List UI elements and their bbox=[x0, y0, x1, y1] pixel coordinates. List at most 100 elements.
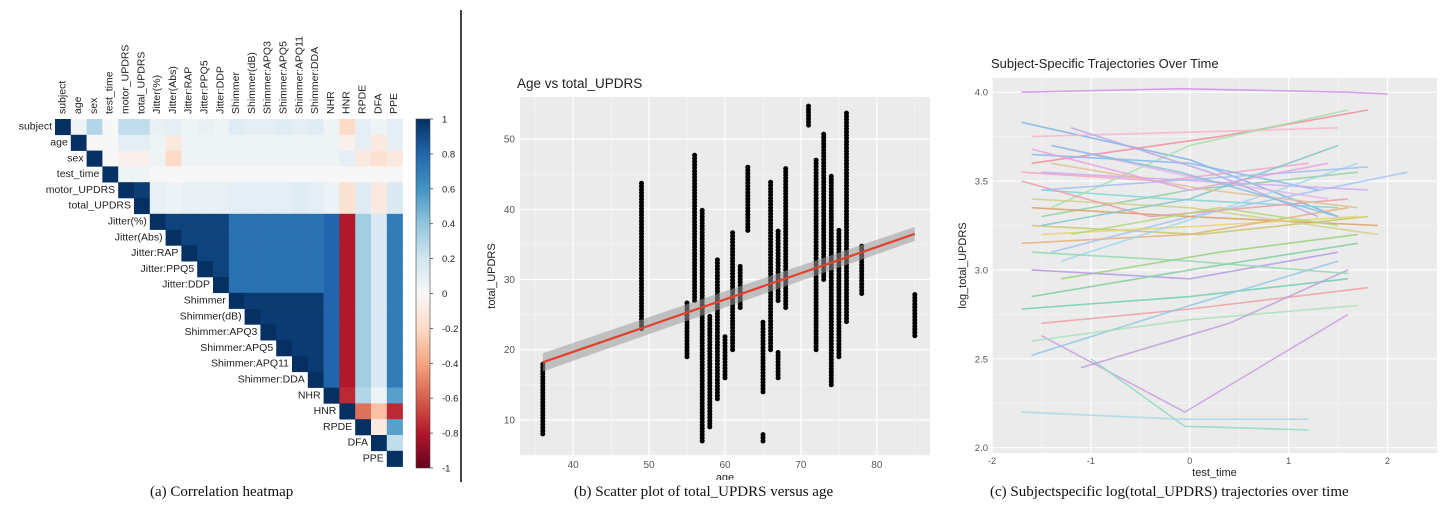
heatmap-cell bbox=[355, 340, 372, 357]
y-tick-label: 40 bbox=[504, 205, 516, 216]
row-label: sex bbox=[67, 152, 84, 164]
data-point bbox=[707, 313, 713, 319]
heatmap-cell bbox=[292, 245, 309, 262]
heatmap-cell bbox=[307, 134, 324, 151]
data-point bbox=[775, 350, 781, 355]
heatmap-cell bbox=[323, 150, 340, 167]
heatmap-cell bbox=[307, 371, 324, 388]
heatmap-cell bbox=[276, 308, 293, 325]
heatmap-cell bbox=[70, 119, 87, 136]
heatmap-cell bbox=[355, 292, 372, 309]
heatmap-cell bbox=[386, 213, 403, 230]
heatmap-cell bbox=[386, 356, 403, 373]
row-label: Jitter:DDP bbox=[162, 279, 210, 291]
heatmap-cell bbox=[386, 198, 403, 215]
column-label: total_UPDRS bbox=[135, 52, 147, 114]
column-label: Jitter:DDP bbox=[214, 66, 226, 114]
heatmap-cell bbox=[244, 292, 261, 309]
heatmap-cell bbox=[386, 182, 403, 199]
x-tick-label: 80 bbox=[871, 460, 883, 471]
heatmap-cell bbox=[244, 308, 261, 325]
heatmap-cell bbox=[355, 387, 372, 404]
row-label: DFA bbox=[348, 437, 368, 449]
row-label: Shimmer:DDA bbox=[238, 374, 305, 386]
y-tick-label: 30 bbox=[504, 275, 516, 286]
heatmap-cell bbox=[355, 261, 372, 278]
heatmap-cell bbox=[181, 150, 198, 167]
row-label: Jitter(%) bbox=[108, 216, 147, 228]
heatmap-cell bbox=[386, 292, 403, 309]
heatmap-cell bbox=[371, 229, 388, 246]
y-tick-label: 4.0 bbox=[975, 88, 988, 99]
heatmap-cell bbox=[276, 292, 293, 309]
heatmap-cell bbox=[276, 119, 293, 136]
column-label: NHR bbox=[325, 91, 337, 114]
data-point bbox=[737, 264, 743, 269]
heatmap-cell bbox=[244, 229, 261, 246]
column-label: Shimmer:APQ3 bbox=[262, 41, 274, 114]
heatmap-cell bbox=[228, 134, 245, 151]
heatmap-cell bbox=[260, 277, 277, 294]
heatmap-cell bbox=[307, 245, 324, 262]
heatmap-cell bbox=[339, 198, 356, 215]
data-point bbox=[828, 173, 834, 179]
heatmap-cell bbox=[371, 277, 388, 294]
heatmap-cell bbox=[181, 134, 198, 151]
heatmap-cell bbox=[371, 435, 388, 452]
heatmap-cell bbox=[276, 261, 293, 278]
heatmap-cell bbox=[307, 261, 324, 278]
row-label: subject bbox=[19, 121, 52, 133]
trajectory-panel: -2 -1 0 1 2 2.0 2.5 3.0 3.5 4.0 Subject-Specific T… bbox=[950, 0, 1446, 515]
x-tick-label: 60 bbox=[719, 460, 731, 471]
heatmap-cell bbox=[102, 134, 119, 151]
heatmap-cell bbox=[228, 213, 245, 230]
colorbar-tick-label: 0 bbox=[442, 289, 447, 300]
column-label: motor_UPDRS bbox=[120, 45, 132, 114]
trajectory-line bbox=[1061, 233, 1359, 280]
heatmap-cell bbox=[213, 245, 230, 262]
y-tick-label: 2.5 bbox=[975, 354, 988, 365]
data-point bbox=[639, 180, 644, 186]
trajectory-line bbox=[1021, 206, 1349, 245]
heatmap-cell bbox=[339, 150, 356, 167]
trajectory-line bbox=[1041, 171, 1368, 191]
heatmap-cell bbox=[307, 182, 324, 199]
heatmap-cell bbox=[355, 134, 372, 151]
correlation-heatmap: subjectsubjectageagesexsextest_timetest_… bbox=[19, 36, 459, 475]
y-tick-label: 3.5 bbox=[975, 177, 988, 188]
heatmap-cell bbox=[339, 356, 356, 373]
heatmap-cell bbox=[197, 213, 214, 230]
data-point bbox=[821, 131, 827, 137]
data-point bbox=[912, 292, 918, 298]
heatmap-cell bbox=[197, 134, 214, 151]
heatmap-cell bbox=[371, 261, 388, 278]
heatmap-cell bbox=[386, 261, 403, 278]
trajectory-line bbox=[1021, 87, 1388, 95]
heatmap-cell bbox=[118, 134, 135, 151]
heatmap-cell bbox=[371, 308, 388, 325]
caption-c: (c) Subjectspecific log(total_UPDRS) tra… bbox=[990, 484, 1349, 500]
colorbar-tick-label: 1 bbox=[442, 115, 447, 126]
heatmap-cell bbox=[213, 213, 230, 230]
heatmap-cell bbox=[149, 166, 166, 183]
heatmap-cell bbox=[213, 261, 230, 278]
heatmap-cell bbox=[197, 119, 214, 136]
heatmap-cell bbox=[339, 308, 356, 325]
trajectory-plot: -2 -1 0 1 2 2.0 2.5 3.0 3.5 4.0 Subject-Specific T… bbox=[957, 56, 1438, 479]
heatmap-cell bbox=[276, 150, 293, 167]
caption-b: (b) Scatter plot of total_UPDRS versus a… bbox=[574, 484, 834, 500]
trajectory-line bbox=[1051, 162, 1358, 209]
column-label: Jitter:PPQ5 bbox=[199, 60, 211, 114]
heatmap-cell bbox=[292, 119, 309, 136]
heatmap-cell bbox=[355, 213, 372, 230]
heatmap-cell bbox=[228, 261, 245, 278]
heatmap-cell bbox=[386, 134, 403, 151]
heatmap-cell bbox=[371, 245, 388, 262]
data-point bbox=[783, 166, 789, 172]
heatmap-cell bbox=[213, 134, 230, 151]
heatmap-cell bbox=[307, 213, 324, 230]
heatmap-cell bbox=[149, 213, 166, 230]
heatmap-cell bbox=[323, 308, 340, 325]
heatmap-cell bbox=[386, 277, 403, 294]
data-point bbox=[775, 228, 781, 234]
